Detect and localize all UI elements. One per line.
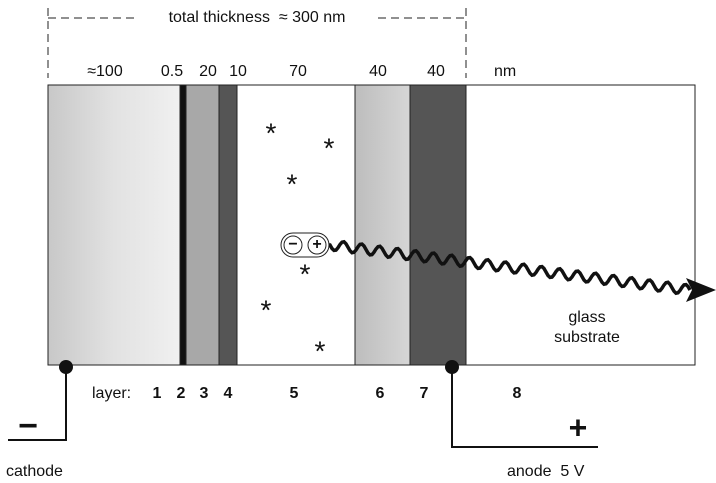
anode-sign: + <box>569 409 588 445</box>
thickness-unit: nm <box>494 63 516 80</box>
svg-text:*: * <box>261 294 272 325</box>
layer-thickness: 10 <box>229 63 247 80</box>
total-thickness: total thickness ≈ 300 nm <box>169 9 346 26</box>
light-wave <box>328 239 692 296</box>
anode-contact <box>445 360 459 374</box>
layer-thickness: 40 <box>427 63 445 80</box>
layer-number: 4 <box>224 385 233 402</box>
cathode-wire <box>8 367 598 448</box>
svg-text:*: * <box>300 258 311 289</box>
bracket <box>47 8 467 78</box>
excitons: * * * * * * <box>261 117 335 366</box>
layer-thickness: 0.5 <box>161 63 183 80</box>
svg-text:*: * <box>287 168 298 199</box>
layer-number: 1 <box>153 385 162 402</box>
layers <box>47 84 696 366</box>
cathode-contact <box>59 360 73 374</box>
exciton-minus: − <box>288 236 297 253</box>
layer-number: 2 <box>177 385 186 402</box>
svg-text:*: * <box>324 132 335 163</box>
layer-number: 5 <box>290 385 299 402</box>
layer-number: 6 <box>376 385 385 402</box>
cathode-label: cathode <box>6 463 63 480</box>
cathode-sign: − <box>18 407 38 445</box>
substrate-line2: substrate <box>554 329 620 346</box>
anode-label: anode 5 V <box>507 463 585 480</box>
layer-thickness: 20 <box>199 63 217 80</box>
layer-thickness: 40 <box>369 63 387 80</box>
electron <box>283 235 303 255</box>
hole <box>307 235 327 255</box>
arrow-head <box>686 278 716 302</box>
svg-text:*: * <box>266 117 277 148</box>
substrate-line1: glass <box>568 309 605 326</box>
layer-number: 3 <box>200 385 209 402</box>
layer-thickness: ≈100 <box>87 63 123 80</box>
layer-caption: layer: <box>92 385 131 402</box>
exciton-plus: + <box>312 236 321 253</box>
svg-text:*: * <box>315 335 326 366</box>
layer-thickness: 70 <box>289 63 307 80</box>
layer-number: 7 <box>420 385 429 402</box>
layer-number: 8 <box>513 385 522 402</box>
